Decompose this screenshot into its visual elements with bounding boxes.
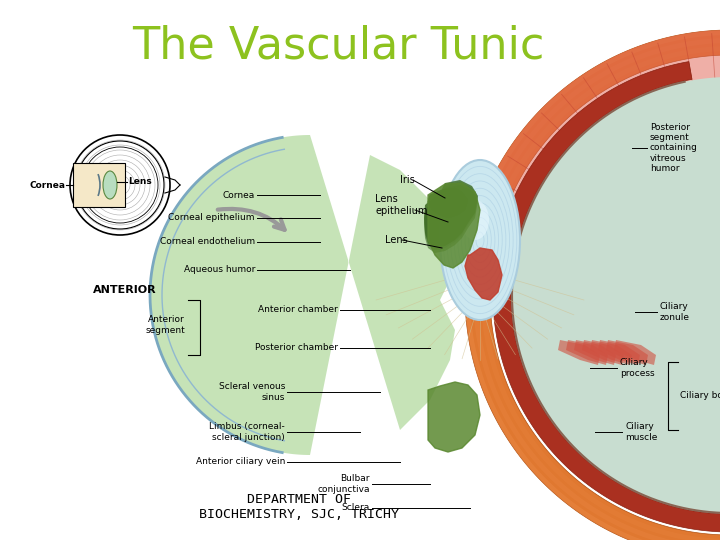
- Ellipse shape: [103, 171, 117, 199]
- Text: Ciliary
process: Ciliary process: [620, 359, 654, 377]
- Text: DEPARTMENT OF
BIOCHEMISTRY, SJC, TRICHY: DEPARTMENT OF BIOCHEMISTRY, SJC, TRICHY: [199, 493, 399, 521]
- Polygon shape: [512, 77, 720, 513]
- Text: Anterior ciliary vein: Anterior ciliary vein: [196, 457, 285, 467]
- Text: Lens
epithelium: Lens epithelium: [375, 194, 428, 216]
- Text: Anterior chamber: Anterior chamber: [258, 306, 338, 314]
- Polygon shape: [606, 340, 648, 365]
- Polygon shape: [424, 182, 478, 250]
- Polygon shape: [465, 248, 502, 300]
- Polygon shape: [465, 30, 720, 540]
- Text: Sclera: Sclera: [342, 503, 370, 512]
- Text: Ciliary
zonule: Ciliary zonule: [660, 302, 690, 322]
- Polygon shape: [473, 38, 720, 540]
- Polygon shape: [428, 183, 480, 268]
- Polygon shape: [598, 340, 640, 365]
- Polygon shape: [474, 30, 720, 241]
- Polygon shape: [590, 340, 632, 365]
- Text: ANTERIOR: ANTERIOR: [93, 285, 157, 295]
- Polygon shape: [493, 62, 720, 532]
- Polygon shape: [614, 340, 656, 365]
- Text: Cornea: Cornea: [222, 191, 255, 199]
- Polygon shape: [582, 340, 624, 365]
- Polygon shape: [481, 46, 720, 540]
- Text: Aqueous humor: Aqueous humor: [184, 266, 255, 274]
- Text: Posterior chamber: Posterior chamber: [255, 343, 338, 353]
- Text: Anterior
segment: Anterior segment: [145, 315, 185, 335]
- Text: Cornea: Cornea: [29, 180, 65, 190]
- Text: Lens: Lens: [385, 235, 408, 245]
- Text: Corneal endothelium: Corneal endothelium: [160, 238, 255, 246]
- Bar: [73, 163, 125, 207]
- Polygon shape: [574, 340, 616, 365]
- Polygon shape: [428, 382, 480, 452]
- Ellipse shape: [440, 160, 520, 320]
- Polygon shape: [424, 185, 478, 253]
- Polygon shape: [424, 180, 478, 248]
- Polygon shape: [566, 340, 608, 365]
- Text: The Vascular Tunic: The Vascular Tunic: [132, 24, 544, 68]
- Polygon shape: [428, 188, 468, 218]
- Polygon shape: [150, 135, 455, 455]
- FancyArrowPatch shape: [217, 209, 284, 230]
- Text: Posterior
segment
containing
vitreous
humor: Posterior segment containing vitreous hu…: [650, 123, 698, 173]
- Text: Lens: Lens: [128, 178, 152, 186]
- Text: Scleral venous
sinus: Scleral venous sinus: [219, 382, 285, 402]
- Text: Limbus (corneal-
scleral junction): Limbus (corneal- scleral junction): [210, 422, 285, 442]
- Text: Ciliary
muscle: Ciliary muscle: [625, 422, 657, 442]
- Polygon shape: [558, 340, 600, 365]
- Text: Corneal epithelium: Corneal epithelium: [168, 213, 255, 222]
- Text: Iris: Iris: [400, 175, 415, 185]
- Ellipse shape: [461, 200, 489, 240]
- Text: Ciliary body: Ciliary body: [680, 390, 720, 400]
- Polygon shape: [465, 30, 720, 540]
- Text: Bulbar
conjunctiva: Bulbar conjunctiva: [318, 474, 370, 494]
